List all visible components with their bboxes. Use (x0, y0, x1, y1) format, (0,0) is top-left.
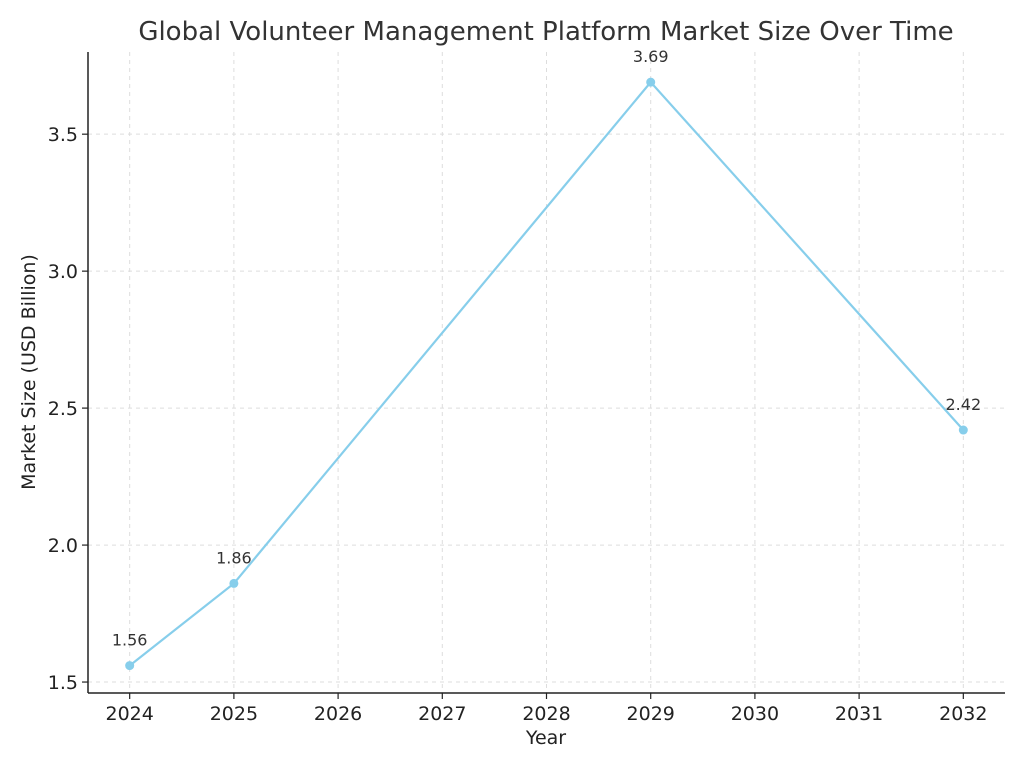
data-label: 1.56 (112, 631, 148, 650)
x-tick-label: 2029 (627, 703, 675, 725)
series: 1.56 1.86 3.69 2.42 (112, 47, 982, 671)
x-tick-label: 2028 (522, 703, 570, 725)
data-point (958, 425, 968, 435)
chart-title: Global Volunteer Management Platform Mar… (138, 17, 953, 47)
data-label: 1.86 (216, 548, 252, 567)
data-label: 2.42 (946, 395, 982, 414)
x-tick-label: 2031 (835, 703, 883, 725)
y-tick-label: 3.5 (48, 124, 78, 146)
series-line (129, 80, 965, 667)
data-label: 3.69 (633, 47, 669, 66)
x-tick-label: 2026 (314, 703, 362, 725)
y-tick-label: 1.5 (48, 672, 78, 694)
data-point (229, 578, 239, 588)
data-point (125, 661, 135, 671)
data-point (646, 77, 656, 87)
y-tick-label: 2.5 (48, 398, 78, 420)
grid (88, 52, 1005, 693)
x-tick-label: 2025 (210, 703, 258, 725)
x-tick-label: 2032 (939, 703, 987, 725)
x-axis-label: Year (525, 727, 566, 749)
x-tick-label: 2030 (731, 703, 779, 725)
x-ticks: 2024 2025 2026 2027 2028 2029 2030 2031 2032 (106, 693, 987, 725)
y-ticks: 1.5 2.0 2.5 3.0 3.5 (48, 124, 88, 694)
y-tick-label: 2.0 (48, 535, 78, 557)
y-tick-label: 3.0 (48, 261, 78, 283)
x-tick-label: 2024 (106, 703, 154, 725)
y-axis-label: Market Size (USD Billion) (18, 254, 40, 490)
x-tick-label: 2027 (418, 703, 466, 725)
